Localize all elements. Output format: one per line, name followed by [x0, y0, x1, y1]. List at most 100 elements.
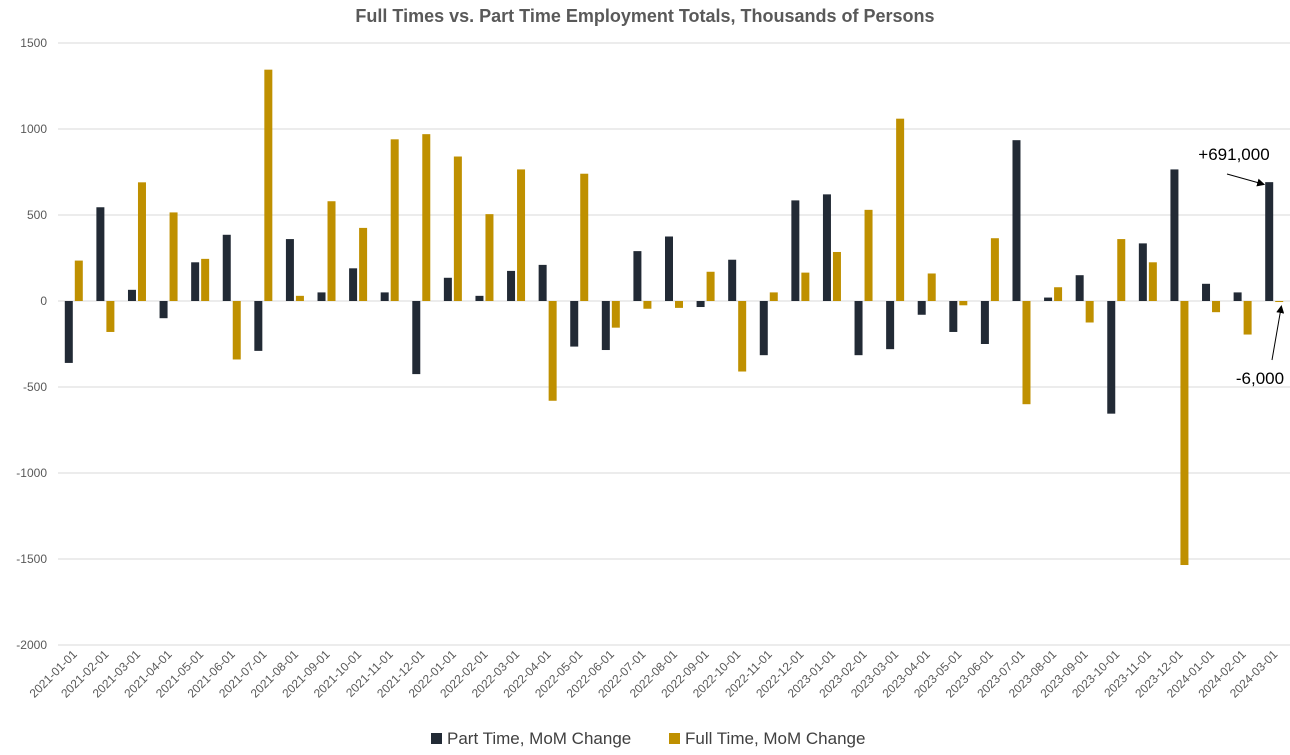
- annotation-arrow: [1226, 173, 1266, 187]
- bar-full-time: [643, 301, 652, 309]
- bar-part-time: [317, 292, 326, 301]
- chart-title: Full Times vs. Part Time Employment Tota…: [355, 6, 934, 26]
- annotation-part-time-last: +691,000: [1198, 145, 1269, 164]
- bar-part-time: [159, 301, 168, 319]
- bar-part-time: [96, 207, 105, 301]
- bar-part-time: [791, 200, 800, 301]
- bar-full-time: [169, 212, 178, 301]
- bar-full-time: [864, 209, 873, 301]
- y-tick-label: 500: [27, 208, 47, 222]
- bar-full-time: [990, 238, 999, 301]
- bar-part-time: [1138, 243, 1147, 301]
- bar-part-time: [349, 268, 358, 301]
- bar-part-time: [1233, 292, 1242, 301]
- annotations: +691,000 -6,000: [1198, 145, 1285, 388]
- x-axis-ticks: 2021-01-012021-02-012021-03-012021-04-01…: [27, 647, 1281, 701]
- bar-part-time: [64, 301, 73, 363]
- bar-part-time: [917, 301, 926, 315]
- bar-full-time: [422, 134, 431, 301]
- bar-full-time: [485, 214, 494, 301]
- annotation-full-time-last: -6,000: [1236, 369, 1284, 388]
- bar-part-time: [412, 301, 421, 375]
- bar-full-time: [548, 301, 557, 401]
- bar-part-time: [759, 301, 768, 356]
- bar-full-time: [232, 301, 241, 360]
- bar-full-time: [1212, 301, 1221, 313]
- bar-full-time: [1085, 301, 1094, 323]
- legend-swatch-full-time: [669, 733, 680, 744]
- bar-part-time: [538, 264, 547, 301]
- bar-full-time: [959, 301, 968, 306]
- legend-label-full-time: Full Time, MoM Change: [685, 729, 865, 748]
- bar-full-time: [1243, 301, 1252, 335]
- bar-full-time: [390, 139, 399, 301]
- bar-full-time: [769, 292, 778, 301]
- bar-full-time: [137, 182, 146, 301]
- bar-part-time: [822, 194, 831, 301]
- bar-full-time: [896, 118, 905, 302]
- bar-full-time: [359, 227, 368, 301]
- bar-full-time: [106, 301, 115, 332]
- y-tick-label: -500: [23, 380, 47, 394]
- bar-part-time: [1265, 182, 1274, 301]
- y-tick-label: -1500: [16, 552, 47, 566]
- legend-swatch-part-time: [431, 733, 442, 744]
- bar-part-time: [949, 301, 958, 332]
- bar-part-time: [507, 270, 516, 301]
- bar-part-time: [1012, 140, 1021, 301]
- y-tick-label: 1500: [20, 36, 47, 50]
- bar-part-time: [1202, 283, 1211, 301]
- legend: Part Time, MoM Change Full Time, MoM Cha…: [431, 729, 865, 748]
- bar-full-time: [74, 260, 83, 301]
- bar-full-time: [927, 273, 936, 301]
- bar-part-time: [665, 236, 673, 301]
- bars: [64, 69, 1284, 566]
- bar-part-time: [1107, 301, 1116, 414]
- bar-part-time: [475, 295, 484, 301]
- legend-label-part-time: Part Time, MoM Change: [447, 729, 631, 748]
- bar-part-time: [728, 259, 737, 301]
- bar-part-time: [980, 301, 989, 344]
- bar-full-time: [1148, 262, 1157, 301]
- bar-full-time: [738, 301, 747, 372]
- y-axis-ticks: 1500 1000 500 0 -500 -1000 -1500 -2000: [16, 36, 47, 652]
- bar-part-time: [633, 251, 642, 301]
- bar-part-time: [570, 301, 579, 347]
- bar-part-time: [1170, 169, 1179, 301]
- bar-part-time: [854, 301, 863, 356]
- bar-full-time: [453, 156, 462, 301]
- bar-full-time: [1117, 239, 1126, 301]
- bar-part-time: [380, 292, 389, 301]
- bar-part-time: [222, 234, 231, 301]
- y-tick-label: 1000: [20, 122, 47, 136]
- y-tick-label: -2000: [16, 638, 47, 652]
- bar-part-time: [696, 301, 705, 308]
- bar-full-time: [1054, 287, 1063, 301]
- gridlines: [58, 42, 1290, 646]
- bar-full-time: [1275, 301, 1284, 303]
- bar-full-time: [201, 258, 210, 301]
- bar-full-time: [327, 201, 336, 301]
- bar-part-time: [601, 301, 610, 351]
- bar-full-time: [675, 301, 683, 308]
- bar-full-time: [264, 69, 273, 301]
- y-tick-label: -1000: [16, 466, 47, 480]
- bar-part-time: [1075, 275, 1084, 301]
- bar-full-time: [801, 272, 810, 301]
- bar-part-time: [254, 301, 263, 351]
- bar-full-time: [611, 301, 620, 328]
- bar-full-time: [580, 173, 589, 301]
- bar-full-time: [1180, 301, 1189, 566]
- bar-full-time: [832, 251, 841, 301]
- bar-full-time: [706, 271, 715, 301]
- bar-part-time: [191, 262, 200, 301]
- bar-full-time: [1022, 301, 1031, 405]
- bar-part-time: [443, 277, 452, 301]
- bar-part-time: [1044, 297, 1053, 301]
- annotation-arrow: [1271, 305, 1285, 361]
- bar-full-time: [295, 295, 304, 301]
- bar-part-time: [127, 289, 136, 301]
- bar-full-time: [517, 169, 526, 301]
